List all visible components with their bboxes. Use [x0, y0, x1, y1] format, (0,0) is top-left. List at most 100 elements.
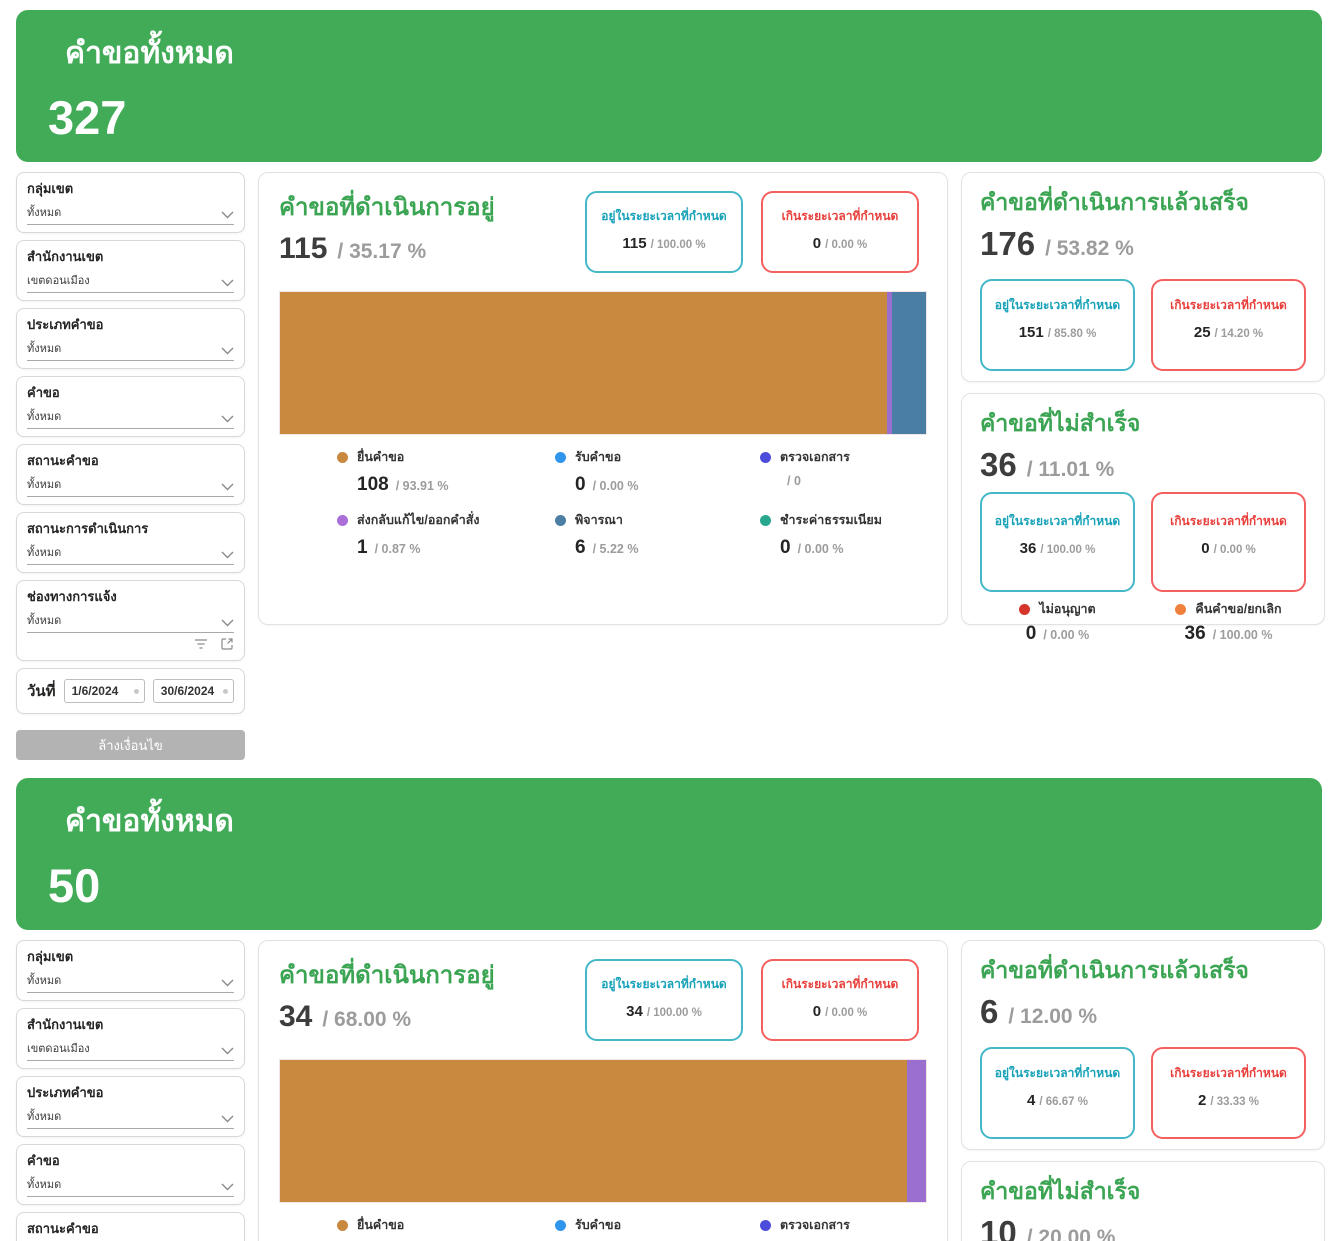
filter-value: ทั้งหมด: [27, 411, 62, 423]
filter-dropdown[interactable]: ทั้งหมด: [27, 539, 234, 565]
chevron-down-icon: [221, 551, 234, 559]
filter-card-group-district: กลุ่มเขต ทั้งหมด: [16, 940, 245, 1001]
banner-title: คำขอทั้งหมด: [65, 37, 234, 70]
filter-value: ทั้งหมด: [27, 343, 62, 355]
filter-card-request-type: ประเภทคำขอ ทั้งหมด: [16, 1076, 245, 1137]
legend-dot-icon: [555, 1219, 566, 1231]
panel-title: คำขอที่ดำเนินการอยู่: [279, 194, 495, 221]
panel-title: คำขอที่ดำเนินการอยู่: [279, 962, 495, 989]
total-requests-count: 327: [48, 91, 127, 144]
completed-count: 6: [980, 993, 999, 1030]
overdue-label: เกินระยะเวลาที่กำหนด: [1170, 514, 1287, 528]
legend-item: พิจารณา 6/ 5.22 %: [555, 510, 760, 559]
completed-percent: / 12.00 %: [1008, 1005, 1098, 1028]
legend-item: ชำระค่าธรรมเนียม 0/ 0.00 %: [760, 510, 927, 559]
filter-dropdown[interactable]: ทั้งหมด: [27, 1103, 234, 1129]
on-time-value: 34/ 100.00 %: [626, 1003, 702, 1020]
overdue-label: เกินระยะเวลาที่กำหนด: [1170, 1066, 1287, 1080]
in-progress-percent: / 35.17 %: [337, 240, 427, 263]
legend-dot-icon: [337, 1219, 348, 1231]
legend-item: ไม่อนุญาต 0/ 0.00 %: [980, 599, 1135, 645]
filter-dropdown[interactable]: ทั้งหมด: [27, 1171, 234, 1197]
panel-title: คำขอที่ไม่สำเร็จ: [980, 1178, 1141, 1204]
on-time-label: อยู่ในระยะเวลาที่กำหนด: [994, 1066, 1121, 1080]
overdue-box: เกินระยะเวลาที่กำหนด 0/ 0.00 %: [761, 959, 919, 1041]
overdue-value: 2/ 33.33 %: [1198, 1092, 1259, 1109]
overdue-value: 0/ 0.00 %: [812, 1003, 868, 1020]
clear-filters-button[interactable]: ล้างเงื่อนไข: [16, 730, 245, 760]
filter-dropdown[interactable]: ทั้งหมด: [27, 607, 234, 633]
filter-label: สถานะคำขอ: [27, 1221, 99, 1236]
completed-percent: / 53.82 %: [1045, 237, 1134, 260]
failed-panel: คำขอที่ไม่สำเร็จ 36 / 11.01 % อยู่ในระยะ…: [961, 393, 1325, 644]
filter-dropdown[interactable]: ทั้งหมด: [27, 967, 234, 993]
filter-card-district-office: สำนักงานเขต เขตดอนเมือง: [16, 1008, 245, 1069]
bar-segment-submitted[interactable]: [280, 292, 887, 434]
filter-value: ทั้งหมด: [27, 1111, 62, 1123]
legend-dot-icon: [760, 1219, 771, 1231]
legend-dot-icon: [555, 451, 566, 463]
bar-segment-returned[interactable]: [907, 1060, 926, 1202]
on-time-box: อยู่ในระยะเวลาที่กำหนด 115/ 100.00 %: [585, 191, 743, 273]
filter-label: กลุ่มเขต: [27, 949, 74, 964]
on-time-value: 36/ 100.00 %: [1019, 540, 1096, 557]
on-time-box: อยู่ในระยะเวลาที่กำหนด 34/ 100.00 %: [585, 959, 743, 1041]
on-time-label: อยู่ในระยะเวลาที่กำหนด: [601, 209, 727, 223]
on-time-value: 151/ 85.80 %: [1018, 324, 1097, 341]
failed-percent: / 20.00 %: [1026, 1226, 1116, 1241]
legend-dot-icon: [760, 514, 771, 526]
bar-segment-considering[interactable]: [892, 292, 926, 434]
filter-value: ทั้งหมด: [27, 1179, 62, 1191]
filter-card-request: คำขอ ทั้งหมด: [16, 376, 245, 437]
filter-label: คำขอ: [27, 1153, 60, 1168]
filter-card-group-district: กลุ่มเขต ทั้งหมด: [16, 172, 245, 233]
filter-dropdown[interactable]: เขตดอนเมือง: [27, 267, 234, 293]
overdue-box: เกินระยะเวลาที่กำหนด 0/ 0.00 %: [1151, 492, 1306, 592]
filter-dropdown[interactable]: ทั้งหมด: [27, 403, 234, 429]
overdue-value: 0/ 0.00 %: [812, 235, 868, 252]
filter-label: กลุ่มเขต: [27, 181, 74, 196]
completed-count: 176: [980, 225, 1036, 262]
filter-icon[interactable]: [194, 637, 208, 651]
filter-dropdown[interactable]: ทั้งหมด: [27, 335, 234, 361]
dashboard-section: คำขอทั้งหมด 50 กลุ่มเขต ทั้งหมด สำนักงาน…: [16, 778, 1325, 1241]
bar-segment-returned[interactable]: [886, 292, 893, 434]
filter-label: ประเภทคำขอ: [27, 317, 104, 332]
panel-title: คำขอที่ดำเนินการแล้วเสร็จ: [980, 189, 1249, 215]
date-from-input[interactable]: 1/6/2024: [63, 679, 145, 703]
date-to-input[interactable]: 30/6/2024: [152, 679, 235, 703]
legend-dot-icon: [1019, 603, 1031, 615]
failed-percent: / 11.01 %: [1026, 458, 1115, 481]
chevron-down-icon: [221, 211, 234, 219]
panel-title: คำขอที่ไม่สำเร็จ: [980, 410, 1141, 436]
total-requests-count: 50: [48, 859, 101, 912]
filter-dropdown[interactable]: ทั้งหมด: [27, 199, 234, 225]
filter-label: สำนักงานเขต: [27, 249, 104, 264]
failed-legend: ไม่อนุญาต 0/ 0.00 % คืนคำขอ/ยกเลิก 36/ 1…: [980, 599, 1306, 645]
total-requests-banner: คำขอทั้งหมด 327: [16, 10, 1322, 162]
filter-value: ทั้งหมด: [27, 615, 62, 627]
filter-value: ทั้งหมด: [27, 479, 62, 491]
overdue-label: เกินระยะเวลาที่กำหนด: [1170, 298, 1287, 312]
filter-dropdown[interactable]: ทั้งหมด: [27, 471, 234, 497]
filter-dropdown[interactable]: เขตดอนเมือง: [27, 1035, 234, 1061]
total-requests-banner: คำขอทั้งหมด 50: [16, 778, 1322, 930]
filter-label: สถานะคำขอ: [27, 453, 99, 468]
failed-panel: คำขอที่ไม่สำเร็จ 10 / 20.00 % อยู่ในระยะ…: [961, 1161, 1325, 1241]
overdue-value: 0/ 0.00 %: [1201, 540, 1256, 557]
legend-item: ตรวจเอกสาร / 0: [760, 447, 927, 496]
legend-dot-icon: [337, 514, 348, 526]
on-time-value: 115/ 100.00 %: [622, 235, 706, 252]
stacked-bar-chart: [279, 291, 927, 435]
chevron-down-icon: [221, 1047, 234, 1055]
bar-legend: ยื่นคำขอ 108/ 93.91 % รับคำขอ 0/ 0.00 % …: [279, 447, 927, 559]
completed-panel: คำขอที่ดำเนินการแล้วเสร็จ 176 / 53.82 % …: [961, 172, 1325, 382]
legend-item: ยื่นคำขอ 108/ 93.91 %: [337, 447, 555, 496]
focus-mode-icon[interactable]: [220, 637, 234, 651]
on-time-label: อยู่ในระยะเวลาที่กำหนด: [601, 977, 727, 991]
filter-label: สำนักงานเขต: [27, 1017, 104, 1032]
bar-segment-submitted[interactable]: [280, 1060, 907, 1202]
chevron-down-icon: [221, 415, 234, 423]
legend-dot-icon: [555, 514, 566, 526]
in-progress-count: 115: [279, 232, 328, 265]
